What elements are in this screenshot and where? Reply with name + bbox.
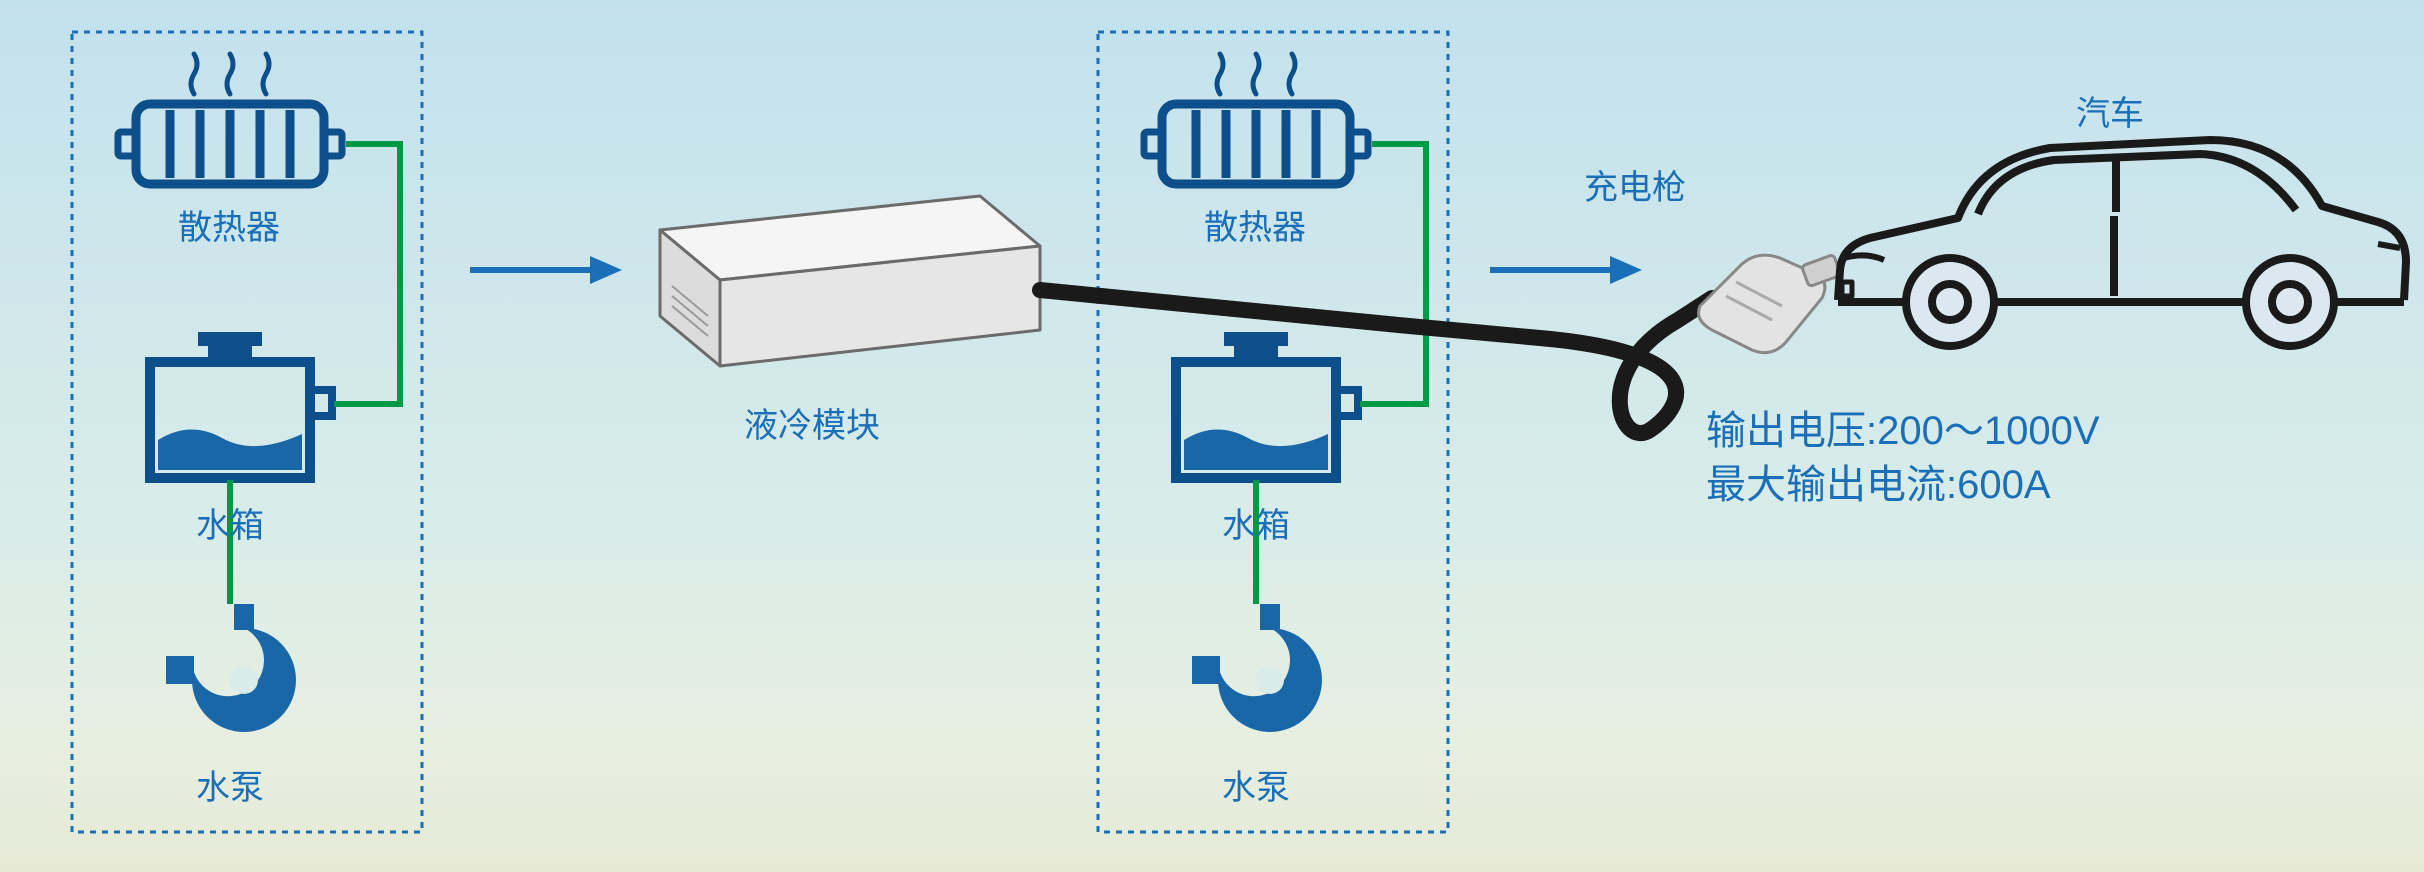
car-label: 汽车 <box>2076 86 2144 135</box>
pipe-1-top <box>334 144 400 404</box>
radiator-icon-2 <box>1144 54 1368 184</box>
tank-icon-2 <box>1176 332 1358 478</box>
radiator-icon-1 <box>118 54 342 184</box>
tank-1-label: 水箱 <box>196 498 264 547</box>
arrow-2 <box>1490 256 1642 284</box>
gun-label: 充电枪 <box>1584 160 1686 209</box>
spec-current: 最大输出电流:600A <box>1706 452 2051 510</box>
pump-2-label: 水泵 <box>1222 760 1290 809</box>
car-icon <box>1838 140 2406 346</box>
pump-icon-2 <box>1192 604 1322 732</box>
arrow-1 <box>470 256 622 284</box>
radiator-2-label: 散热器 <box>1204 200 1306 249</box>
tank-icon-1 <box>150 332 332 478</box>
spec-voltage: 输出电压:200～1000V <box>1706 398 2100 456</box>
pump-icon-1 <box>166 604 296 732</box>
liquid-cooling-module-icon <box>660 196 1040 366</box>
module-label: 液冷模块 <box>744 398 880 447</box>
radiator-1-label: 散热器 <box>178 200 280 249</box>
charging-gun-icon <box>1699 254 1842 352</box>
pump-1-label: 水泵 <box>196 760 264 809</box>
pipe-2-top <box>1360 144 1426 404</box>
tank-2-label: 水箱 <box>1222 498 1290 547</box>
charging-cable <box>1040 290 1712 433</box>
